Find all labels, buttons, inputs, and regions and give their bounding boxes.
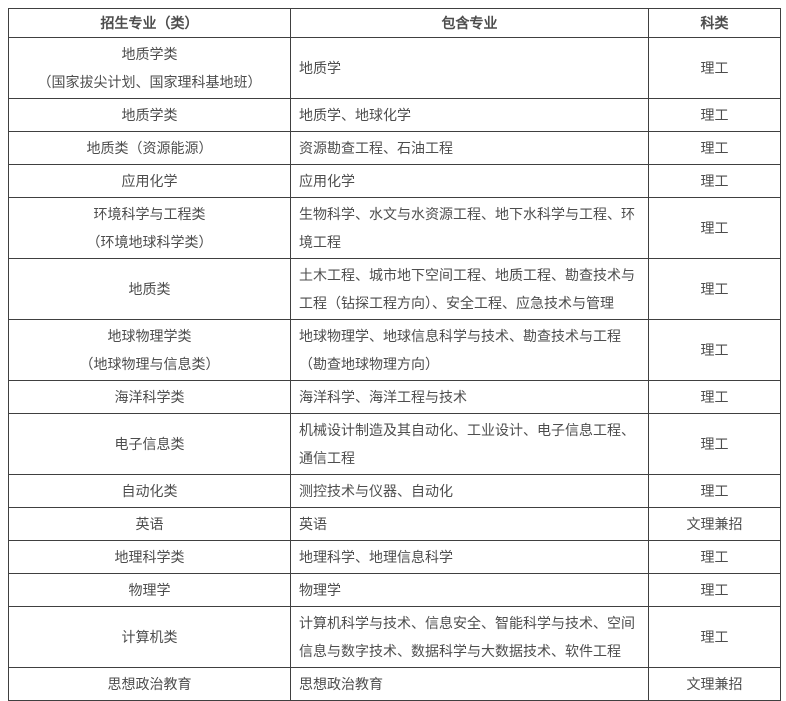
table-row: 物理学 物理学 理工	[8, 573, 781, 607]
major-cell: 地球物理学类 （地球物理与信息类）	[8, 319, 291, 381]
includes-cell: 地质学、地球化学	[290, 98, 649, 132]
major-cell: 物理学	[8, 573, 291, 607]
table-row: 地质学类 地质学、地球化学 理工	[8, 98, 781, 132]
category-cell: 理工	[648, 413, 781, 475]
includes-cell: 地球物理学、地球信息科学与技术、勘查技术与工程（勘查地球物理方向）	[290, 319, 649, 381]
major-cell: 地质类	[8, 258, 291, 320]
includes-cell: 思想政治教育	[290, 667, 649, 701]
major-cell: 应用化学	[8, 164, 291, 198]
includes-cell: 海洋科学、海洋工程与技术	[290, 380, 649, 414]
category-cell: 理工	[648, 606, 781, 668]
major-cell: 地质学类 （国家拔尖计划、国家理科基地班）	[8, 37, 291, 99]
includes-cell: 土木工程、城市地下空间工程、地质工程、勘查技术与工程（钻探工程方向）、安全工程、…	[290, 258, 649, 320]
header-row: 招生专业（类） 包含专业 科类	[8, 8, 781, 38]
header-category: 科类	[648, 8, 781, 38]
category-cell: 理工	[648, 258, 781, 320]
major-cell: 地理科学类	[8, 540, 291, 574]
includes-cell: 地理科学、地理信息科学	[290, 540, 649, 574]
category-cell: 理工	[648, 540, 781, 574]
major-cell: 计算机类	[8, 606, 291, 668]
header-includes: 包含专业	[290, 8, 649, 38]
major-cell: 电子信息类	[8, 413, 291, 475]
category-cell: 理工	[648, 37, 781, 99]
table-row: 地质类（资源能源） 资源勘查工程、石油工程 理工	[8, 131, 781, 165]
major-cell: 自动化类	[8, 474, 291, 508]
table-row: 应用化学 应用化学 理工	[8, 164, 781, 198]
major-cell: 思想政治教育	[8, 667, 291, 701]
category-cell: 理工	[648, 197, 781, 259]
category-cell: 理工	[648, 474, 781, 508]
includes-cell: 应用化学	[290, 164, 649, 198]
category-cell: 理工	[648, 98, 781, 132]
category-cell: 理工	[648, 164, 781, 198]
table-row: 思想政治教育 思想政治教育 文理兼招	[8, 667, 781, 701]
includes-cell: 机械设计制造及其自动化、工业设计、电子信息工程、通信工程	[290, 413, 649, 475]
table-row: 地理科学类 地理科学、地理信息科学 理工	[8, 540, 781, 574]
table-row: 计算机类 计算机科学与技术、信息安全、智能科学与技术、空间信息与数字技术、数据科学…	[8, 606, 781, 668]
category-cell: 理工	[648, 380, 781, 414]
header-major: 招生专业（类）	[8, 8, 291, 38]
category-cell: 文理兼招	[648, 507, 781, 541]
includes-cell: 资源勘查工程、石油工程	[290, 131, 649, 165]
table-row: 电子信息类 机械设计制造及其自动化、工业设计、电子信息工程、通信工程 理工	[8, 413, 781, 475]
category-cell: 理工	[648, 131, 781, 165]
table-row: 自动化类 测控技术与仪器、自动化 理工	[8, 474, 781, 508]
table-row: 地球物理学类 （地球物理与信息类） 地球物理学、地球信息科学与技术、勘查技术与工程…	[8, 319, 781, 381]
table-row: 地质学类 （国家拔尖计划、国家理科基地班） 地质学 理工	[8, 37, 781, 99]
includes-cell: 物理学	[290, 573, 649, 607]
includes-cell: 计算机科学与技术、信息安全、智能科学与技术、空间信息与数字技术、数据科学与大数据…	[290, 606, 649, 668]
table-row: 地质类 土木工程、城市地下空间工程、地质工程、勘查技术与工程（钻探工程方向）、安全…	[8, 258, 781, 320]
table-row: 海洋科学类 海洋科学、海洋工程与技术 理工	[8, 380, 781, 414]
major-cell: 环境科学与工程类 （环境地球科学类）	[8, 197, 291, 259]
major-cell: 地质学类	[8, 98, 291, 132]
category-cell: 理工	[648, 319, 781, 381]
table-body: 地质学类 （国家拔尖计划、国家理科基地班） 地质学 理工 地质学类 地质学、地球化学 理工…	[8, 37, 781, 701]
category-cell: 理工	[648, 573, 781, 607]
major-cell: 地质类（资源能源）	[8, 131, 291, 165]
table-row: 环境科学与工程类 （环境地球科学类） 生物科学、水文与水资源工程、地下水科学与工程…	[8, 197, 781, 259]
major-cell: 英语	[8, 507, 291, 541]
includes-cell: 地质学	[290, 37, 649, 99]
includes-cell: 测控技术与仪器、自动化	[290, 474, 649, 508]
includes-cell: 生物科学、水文与水资源工程、地下水科学与工程、环境工程	[290, 197, 649, 259]
major-cell: 海洋科学类	[8, 380, 291, 414]
table-row: 英语 英语 文理兼招	[8, 507, 781, 541]
includes-cell: 英语	[290, 507, 649, 541]
category-cell: 文理兼招	[648, 667, 781, 701]
admission-majors-table: 招生专业（类） 包含专业 科类 地质学类 （国家拔尖计划、国家理科基地班） 地质学…	[8, 8, 781, 701]
